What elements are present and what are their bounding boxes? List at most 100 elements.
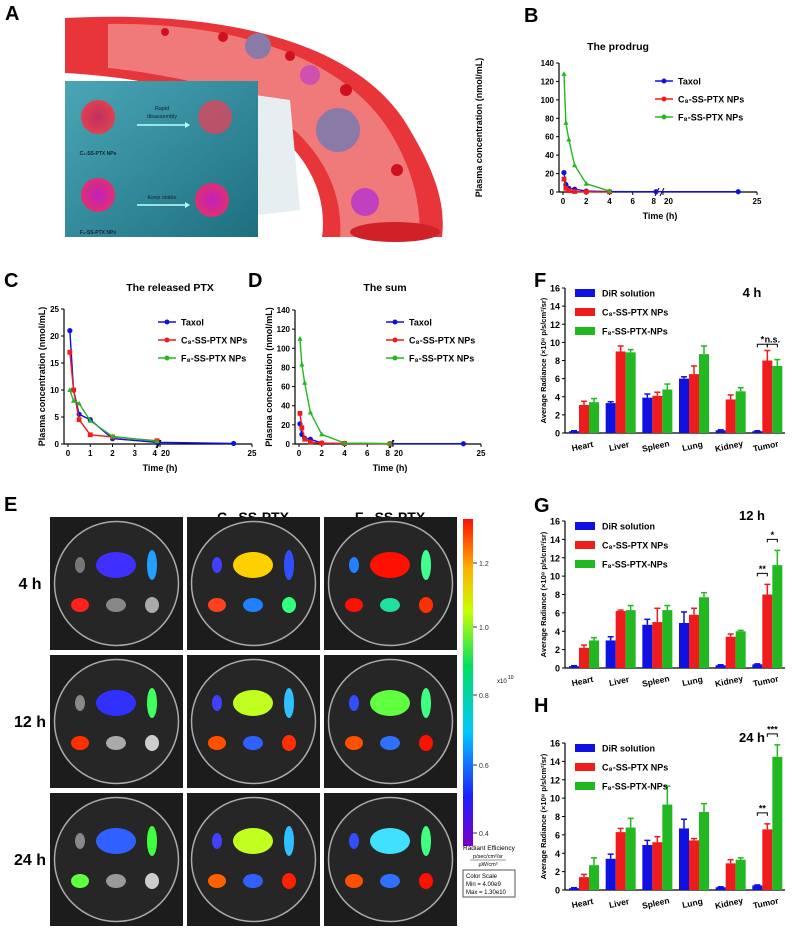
chart-title: 24 h xyxy=(739,730,765,745)
bar xyxy=(752,664,763,668)
heart-signal xyxy=(212,695,222,711)
significance-label: ** xyxy=(759,803,767,813)
spleen-signal xyxy=(147,550,157,580)
data-point xyxy=(231,440,237,447)
y-axis-label: Plasma concentration (nmol/mL) xyxy=(474,58,484,198)
significance-bracket xyxy=(766,343,778,348)
y-tick-label: 2 xyxy=(555,645,560,655)
bar xyxy=(652,395,663,433)
row-label: 24 h xyxy=(14,852,46,869)
series-line xyxy=(69,352,158,442)
petri-dish xyxy=(53,796,180,923)
y-tick-label: 10 xyxy=(50,386,59,395)
y-tick-label: 14 xyxy=(550,535,560,545)
legend-swatch xyxy=(575,308,595,316)
x-tick-label: 4 xyxy=(153,449,158,458)
x-tick-label: 20 xyxy=(161,449,170,458)
data-point xyxy=(299,361,305,367)
legend-label: DiR solution xyxy=(602,522,655,532)
y-axis-label: Average Radiance (×10⁸ p/s/cm²/sr) xyxy=(539,531,548,657)
y-tick-label: 60 xyxy=(545,133,554,142)
data-point xyxy=(387,440,393,446)
color-scale-box xyxy=(462,869,516,898)
legend-label: F₈-SS-PTX-NPs xyxy=(602,327,668,337)
petri-dish xyxy=(190,796,317,923)
organ-image xyxy=(187,793,320,926)
data-point xyxy=(572,162,578,168)
data-point xyxy=(76,400,82,406)
spleen-signal xyxy=(147,688,157,718)
data-point xyxy=(460,441,466,447)
x-tick-label: 4 xyxy=(342,449,347,458)
bar xyxy=(642,624,653,668)
y-tick-label: 100 xyxy=(277,344,291,353)
x-tick-label: Heart xyxy=(571,674,595,688)
data-point xyxy=(307,409,313,415)
x-tick-label: 6 xyxy=(365,449,370,458)
significance-bracket xyxy=(756,572,768,577)
organ-image xyxy=(187,655,320,788)
bar xyxy=(615,832,626,890)
y-tick-label: 16 xyxy=(550,284,560,294)
series-line xyxy=(299,338,391,445)
liver-signal xyxy=(370,828,410,854)
bar xyxy=(615,351,626,433)
x-tick-label: 25 xyxy=(753,197,762,206)
x-tick-label: Spleen xyxy=(641,895,670,911)
y-tick-label: 10 xyxy=(550,572,560,582)
data-point xyxy=(87,417,93,423)
kidney-signal xyxy=(106,736,126,750)
x-tick-label: 1 xyxy=(88,449,93,458)
x-tick-label: Liver xyxy=(608,674,631,688)
bar xyxy=(679,828,689,890)
panel-label-h: H xyxy=(534,695,548,717)
legend-label: F₈-SS-PTX-NPs xyxy=(602,560,668,570)
disassembled-nanoparticle xyxy=(198,100,232,134)
colorbar-tick-label: 1.0 xyxy=(479,625,489,632)
bar xyxy=(715,430,726,433)
significance-label: *** xyxy=(767,724,778,734)
kidney-signal xyxy=(380,736,400,750)
tumor-signal xyxy=(282,735,296,751)
x-tick-label: Kidney xyxy=(714,895,744,911)
organ-image xyxy=(50,517,183,650)
y-axis-label: Plasma concentration (nmol/mL) xyxy=(264,307,274,447)
vessel-nanoparticle xyxy=(316,108,360,152)
liver-signal xyxy=(233,828,273,854)
tumor-signal xyxy=(419,873,433,889)
y-tick-label: 6 xyxy=(555,374,560,384)
bar xyxy=(699,811,709,890)
rapid-label: Rapid xyxy=(155,106,169,112)
y-tick-label: 20 xyxy=(545,170,554,179)
colorbar-unit-den: µW/cm² xyxy=(478,862,497,868)
bar xyxy=(752,885,763,890)
bar xyxy=(772,756,783,890)
bar xyxy=(689,840,699,890)
legend-marker xyxy=(661,96,667,102)
panel-label-g: G xyxy=(534,495,550,517)
liver-signal xyxy=(233,690,273,716)
petri-dish xyxy=(327,520,454,647)
y-tick-label: 40 xyxy=(545,151,554,160)
data-point xyxy=(109,433,116,439)
panel-label-b: B xyxy=(524,5,538,27)
bar xyxy=(589,640,599,668)
chart-title: 4 h xyxy=(743,285,762,300)
lung-signal xyxy=(345,874,363,888)
data-point xyxy=(563,185,569,191)
heart-signal xyxy=(349,557,359,573)
series-line xyxy=(69,330,234,445)
legend-label: DiR solution xyxy=(602,744,655,754)
y-tick-label: 0 xyxy=(555,886,560,896)
bar xyxy=(699,354,709,433)
red-blood-cell xyxy=(218,32,228,42)
bar xyxy=(715,887,726,890)
panel-label-c: C xyxy=(4,270,18,292)
legend-label: Taxol xyxy=(409,318,432,328)
y-axis-label: Plasma concentration (nmol/mL) xyxy=(37,307,47,447)
y-tick-label: 20 xyxy=(281,421,290,430)
color-scale-min: Min = 4.00e9 xyxy=(466,882,502,888)
vessel-nanoparticle xyxy=(300,65,320,85)
bar xyxy=(642,844,653,890)
